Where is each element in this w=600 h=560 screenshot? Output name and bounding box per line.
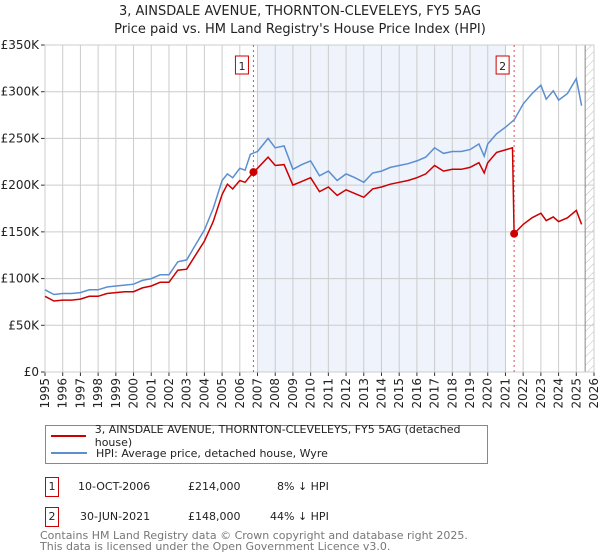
price-chart: 1995 1996 1997 1998 1999 2000 2001 2002 2003 2004… <box>1 38 600 409</box>
x-tick-label: 2022 <box>516 378 530 409</box>
sale-label-2: 2 <box>495 55 510 75</box>
transaction-badge: 2 <box>45 507 59 527</box>
x-tick-label: 2018 <box>445 378 459 409</box>
transaction-hpi: 8% ↓ HPI <box>277 480 329 493</box>
footer-line: This data is licensed under the Open Gov… <box>40 540 391 553</box>
x-tick-label: 2011 <box>321 378 335 409</box>
x-tick-label: 2024 <box>552 378 566 409</box>
x-tick-label: 2019 <box>463 378 477 409</box>
legend-item-property: 3, AINSDALE AVENUE, THORNTON-CLEVELEYS, … <box>51 423 487 449</box>
y-tick-label: £350K <box>1 38 41 52</box>
y-tick-label: £250K <box>1 131 41 145</box>
transaction-hpi: 44% ↓ HPI <box>270 510 329 523</box>
footer-line: Contains HM Land Registry data © Crown c… <box>40 529 468 542</box>
sale-label-text: 1 <box>238 60 245 73</box>
x-tick-label: 2007 <box>251 378 265 409</box>
x-tick-label: 2006 <box>233 378 247 409</box>
x-tick-label: 2001 <box>144 378 158 409</box>
sale-point <box>510 229 519 238</box>
x-tick-label: 2010 <box>304 378 318 409</box>
x-tick-label: 1998 <box>91 378 105 409</box>
x-tick-label: 2005 <box>215 378 229 409</box>
property-price-line <box>44 146 583 302</box>
x-tick-label: 2015 <box>392 378 406 409</box>
future-hatch <box>585 45 594 372</box>
y-tick-label: £200K <box>1 178 41 192</box>
x-tick-label: 1997 <box>73 378 87 409</box>
x-tick-label: 2020 <box>481 378 495 409</box>
transaction-date: 30-JUN-2021 <box>80 510 151 523</box>
chart-subtitle: Price paid vs. HM Land Registry's House … <box>114 22 486 37</box>
transaction-badge: 1 <box>45 477 59 497</box>
x-tick-label: 2025 <box>569 378 583 409</box>
plot-border <box>44 44 595 373</box>
legend-label: HPI: Average price, detached house, Wyre <box>96 446 328 460</box>
footer: Contains HM Land Registry data © Crown c… <box>40 530 468 552</box>
sale-point <box>249 168 258 177</box>
x-tick-label: 1999 <box>109 378 123 409</box>
legend: 3, AINSDALE AVENUE, THORNTON-CLEVELEYS, … <box>45 423 488 464</box>
x-tick-label: 2017 <box>428 378 442 409</box>
x-tick-label: 2012 <box>339 378 353 409</box>
sale-label-text: 2 <box>499 60 506 73</box>
x-tick-label: 2026 <box>587 378 600 409</box>
x-tick-label: 2002 <box>162 378 176 409</box>
transaction-date: 10-OCT-2006 <box>78 480 151 493</box>
y-tick-label: £100K <box>1 272 41 286</box>
sale-label-box <box>234 55 249 75</box>
sale-label-box <box>495 55 510 75</box>
transaction-price: £214,000 <box>188 480 241 493</box>
y-tick-label: £150K <box>1 225 41 239</box>
legend-item-hpi: HPI: Average price, detached house, Wyre <box>51 445 328 461</box>
x-tick-label: 2021 <box>498 378 512 409</box>
hpi-line <box>44 76 583 296</box>
x-tick-label: 1995 <box>38 378 52 409</box>
x-tick-label: 1996 <box>56 378 70 409</box>
sale-label-1: 1 <box>234 55 249 75</box>
x-tick-label: 2016 <box>410 378 424 409</box>
transaction-price: £148,000 <box>188 510 241 523</box>
y-tick-label: £50K <box>8 318 40 332</box>
x-tick-label: 2003 <box>180 378 194 409</box>
legend-line-red <box>51 435 86 437</box>
x-tick-label: 2023 <box>534 378 548 409</box>
legend-label: 3, AINSDALE AVENUE, THORNTON-CLEVELEYS, … <box>94 423 461 449</box>
x-tick-label: 2014 <box>374 378 388 409</box>
y-tick-label: £300K <box>1 85 41 99</box>
x-tick-label: 2013 <box>357 378 371 409</box>
x-tick-label: 2009 <box>286 378 300 409</box>
legend-line-blue <box>51 452 87 454</box>
x-tick-label: 2004 <box>197 378 211 409</box>
x-tick-label: 2008 <box>268 378 282 409</box>
chart-title: 3, AINSDALE AVENUE, THORNTON-CLEVELEYS, … <box>118 4 482 19</box>
x-tick-label: 2000 <box>127 378 141 409</box>
y-tick-label: £0 <box>24 365 39 379</box>
